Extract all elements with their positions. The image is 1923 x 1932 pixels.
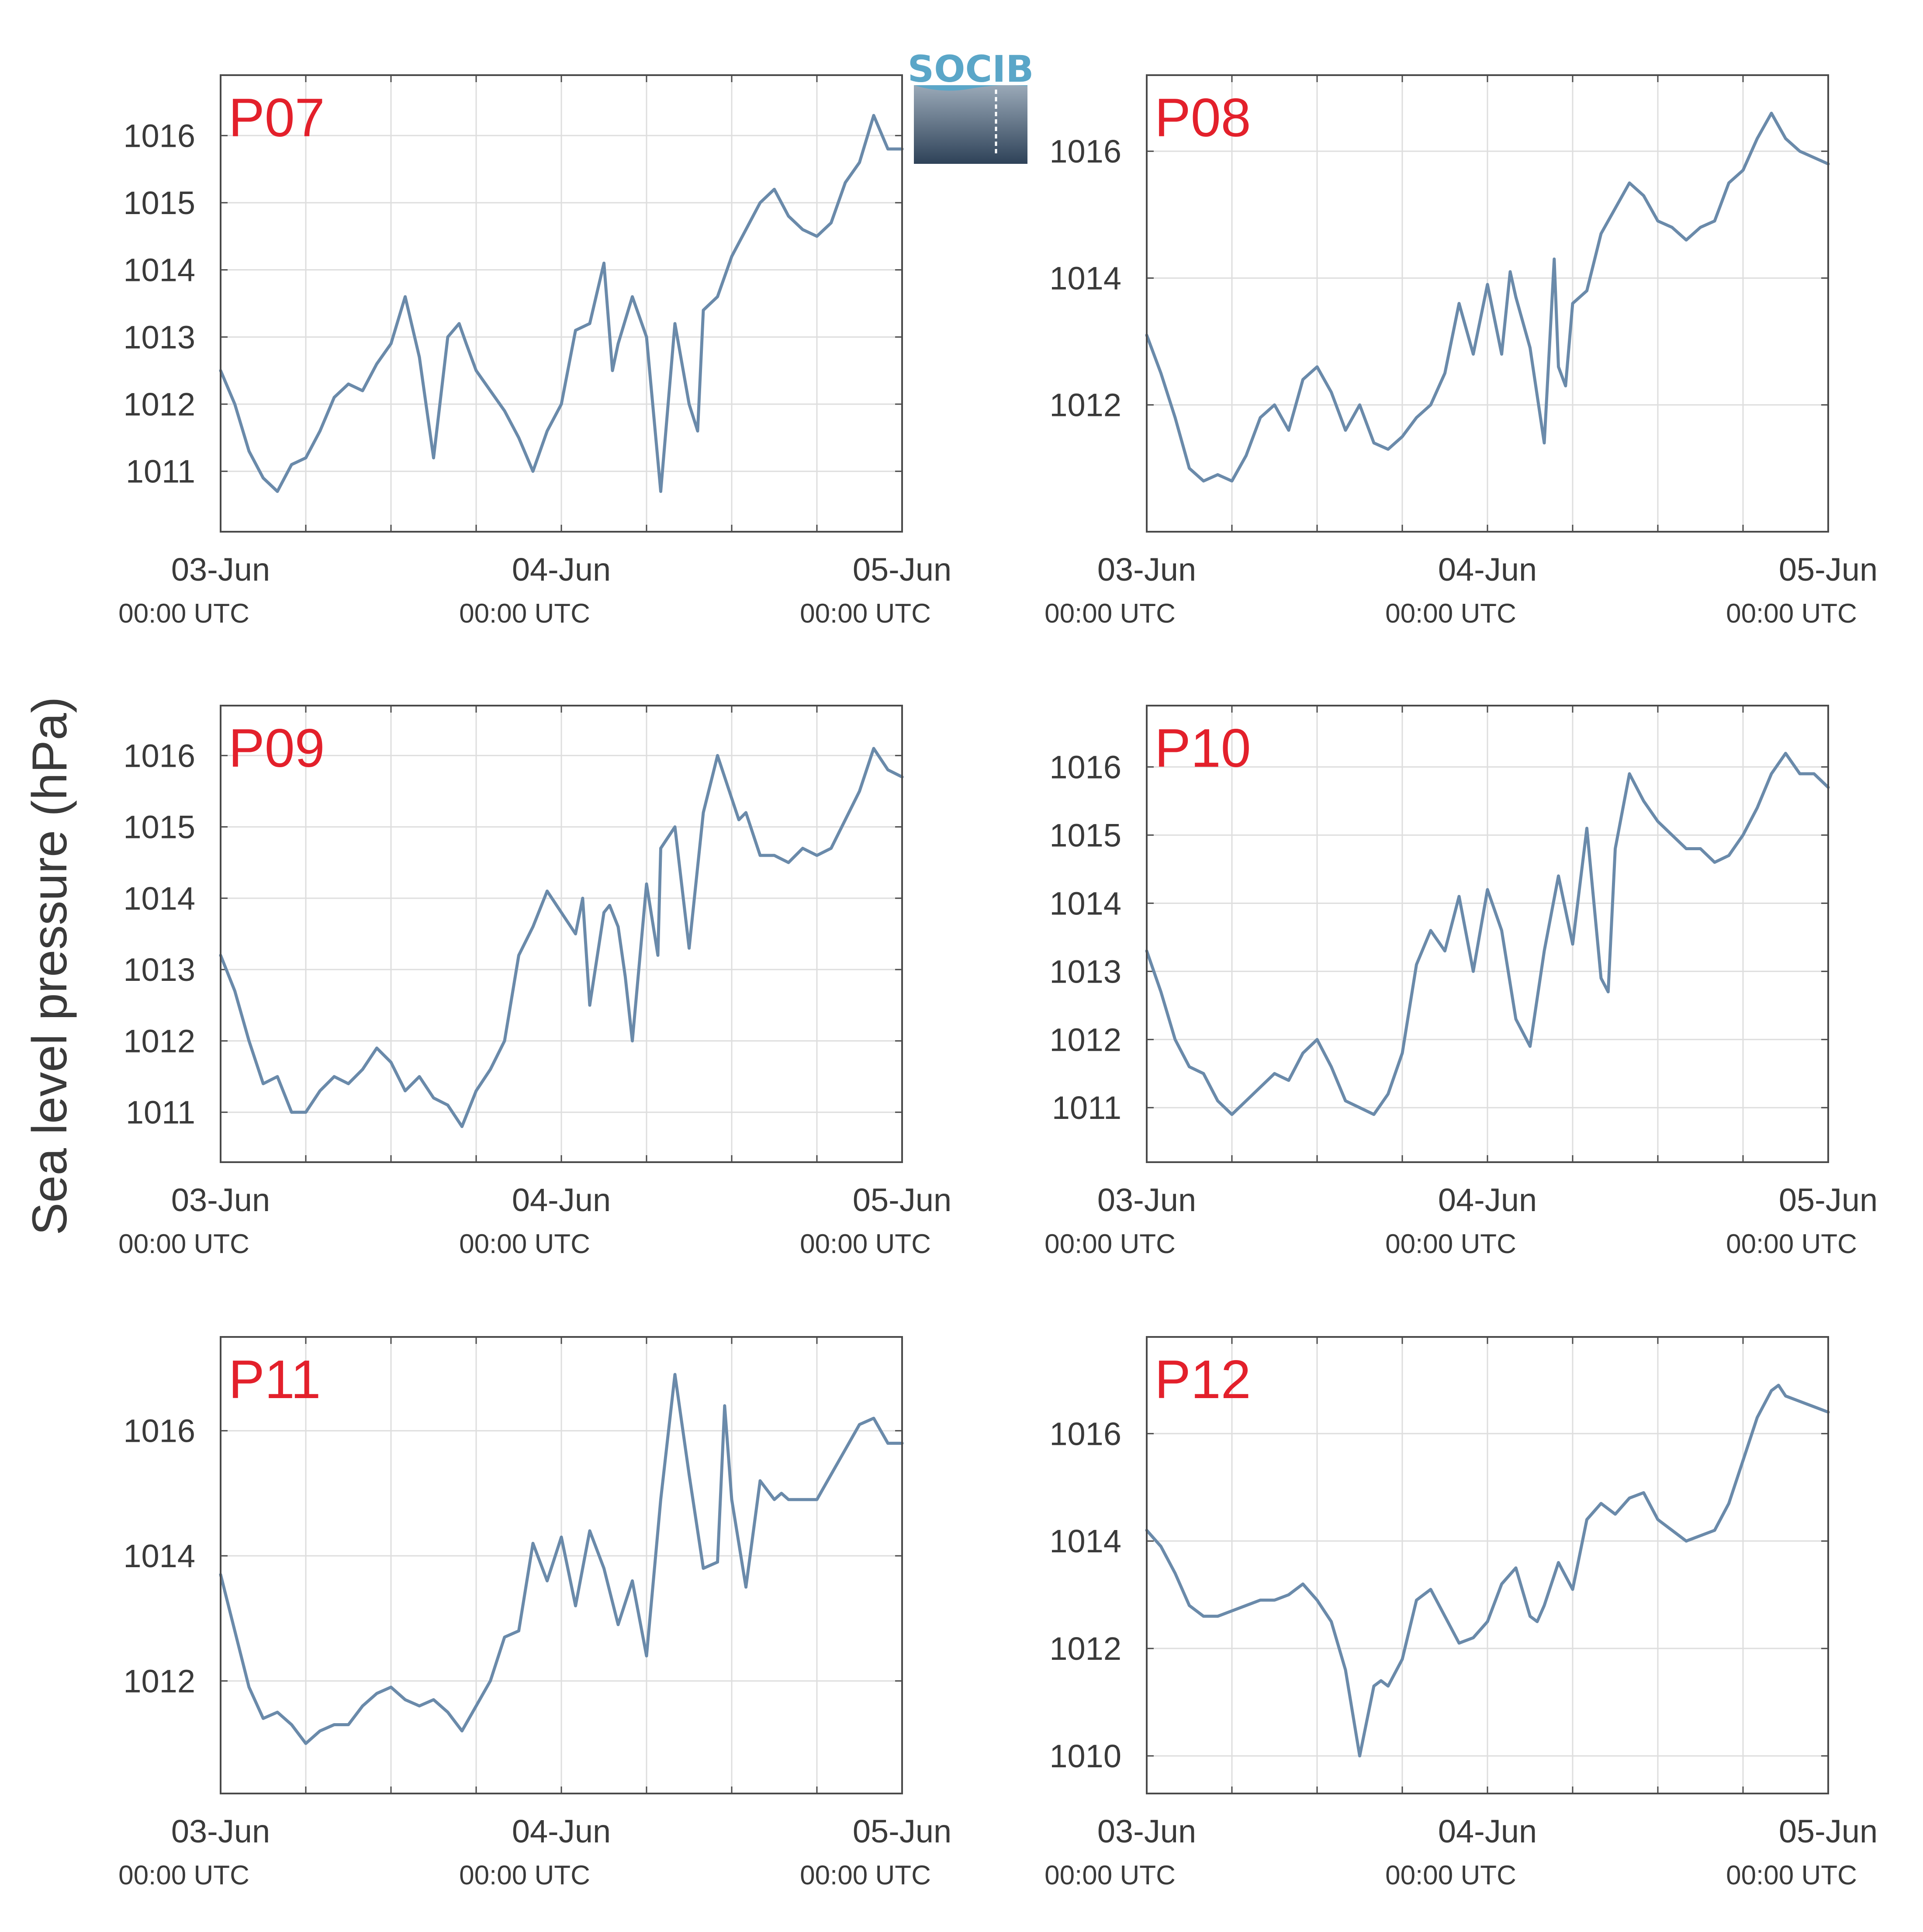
x-tick-label-date: 05-Jun xyxy=(1779,551,1878,588)
y-tick-label: 1011 xyxy=(1052,1090,1121,1126)
y-tick-label: 1014 xyxy=(123,1538,195,1574)
y-tick-label: 1015 xyxy=(123,809,195,845)
y-tick-label: 1012 xyxy=(123,1663,195,1699)
y-tick-label: 1014 xyxy=(1049,260,1121,296)
y-tick-label: 1016 xyxy=(123,737,195,774)
x-tick-label-date: 04-Jun xyxy=(512,1813,611,1849)
axes-frame xyxy=(1146,705,1829,1163)
x-tick-label-time: 00:00 UTC xyxy=(1385,1860,1516,1890)
x-tick-label-date: 04-Jun xyxy=(1438,1182,1537,1218)
axes-frame xyxy=(220,74,903,533)
y-tick-label: 1016 xyxy=(1049,749,1121,785)
x-tick-label-time: 00:00 UTC xyxy=(1726,1229,1857,1259)
socib-logo-text: SOCIB xyxy=(908,48,1034,90)
socib-logo-block xyxy=(914,85,1027,164)
socib-logo-wave xyxy=(914,85,1027,91)
y-tick-label: 1012 xyxy=(1049,1631,1121,1667)
panel-label: P08 xyxy=(1155,88,1251,148)
y-tick-label: 1012 xyxy=(1049,1021,1121,1058)
y-tick-label: 1014 xyxy=(1049,885,1121,921)
x-tick-label-date: 05-Jun xyxy=(1779,1182,1878,1218)
y-axis-label: Sea level pressure (hPa) xyxy=(22,697,77,1236)
y-tick-label: 1016 xyxy=(123,118,195,154)
panel-label: P10 xyxy=(1155,718,1251,779)
axes-frame xyxy=(220,705,903,1163)
pressure-series-line xyxy=(1145,1384,1830,1758)
pressure-series-line xyxy=(1145,111,1830,483)
panel-p11: 1012 1014 1016 03-Jun 00:00 UTC 04-Jun 00:00 U… xyxy=(118,1336,951,1890)
panel-label: P09 xyxy=(228,718,325,779)
pressure-series-line xyxy=(219,114,904,493)
axes-frame xyxy=(1146,1336,1829,1794)
x-tick-label-date: 05-Jun xyxy=(853,1182,951,1218)
y-tick-label: 1016 xyxy=(123,1413,195,1449)
panel-p09: 1011 1012 1013 1014 1015 1016 03-Jun 00:00 UTC 0… xyxy=(118,705,951,1259)
x-tick-label-time: 00:00 UTC xyxy=(1045,1860,1176,1890)
x-tick-label-time: 00:00 UTC xyxy=(1726,599,1857,629)
x-tick-label-date: 04-Jun xyxy=(1438,1813,1537,1849)
y-tick-label: 1010 xyxy=(1049,1738,1121,1774)
x-tick-label-time: 00:00 UTC xyxy=(118,599,249,629)
pressure-series-line xyxy=(219,1373,904,1745)
x-tick-label-date: 05-Jun xyxy=(853,551,951,588)
pressure-series-line xyxy=(1145,751,1830,1116)
panel-p12: 1010 1012 1014 1016 03-Jun 00:00 UTC 04-Jun 00:… xyxy=(1045,1336,1878,1890)
y-tick-label: 1014 xyxy=(1049,1523,1121,1559)
x-tick-label-time: 00:00 UTC xyxy=(800,1860,931,1890)
y-tick-label: 1013 xyxy=(1049,953,1121,990)
y-tick-label: 1016 xyxy=(1049,1416,1121,1452)
pressure-series-line xyxy=(219,747,904,1128)
y-tick-label: 1016 xyxy=(1049,133,1121,170)
x-tick-label-time: 00:00 UTC xyxy=(1045,599,1176,629)
x-tick-label-date: 04-Jun xyxy=(1438,551,1537,588)
x-tick-label-date: 04-Jun xyxy=(512,1182,611,1218)
y-tick-label: 1013 xyxy=(123,952,195,988)
x-tick-label-date: 03-Jun xyxy=(1097,551,1196,588)
panel-p07: 1011 1012 1013 1014 1015 1016 03-Jun 00:00 UTC 0… xyxy=(118,74,951,629)
y-tick-label: 1014 xyxy=(123,880,195,917)
x-tick-label-date: 03-Jun xyxy=(1097,1813,1196,1849)
panel-label: P11 xyxy=(228,1350,321,1410)
y-tick-label: 1011 xyxy=(126,1094,195,1131)
panel-label: P07 xyxy=(228,88,325,148)
x-tick-label-time: 00:00 UTC xyxy=(800,1229,931,1259)
x-tick-label-time: 00:00 UTC xyxy=(459,1229,590,1259)
y-tick-label: 1012 xyxy=(123,386,195,422)
x-tick-label-time: 00:00 UTC xyxy=(1385,1229,1516,1259)
y-tick-label: 1011 xyxy=(126,454,195,490)
socib-logo: SOCIB xyxy=(908,48,1034,164)
x-tick-label-time: 00:00 UTC xyxy=(1045,1229,1176,1259)
x-tick-label-time: 00:00 UTC xyxy=(800,599,931,629)
x-tick-label-date: 03-Jun xyxy=(171,1813,270,1849)
x-tick-label-time: 00:00 UTC xyxy=(118,1860,249,1890)
y-tick-label: 1012 xyxy=(123,1023,195,1059)
axes-frame xyxy=(220,1336,903,1794)
x-tick-label-date: 03-Jun xyxy=(171,1182,270,1218)
x-tick-label-time: 00:00 UTC xyxy=(459,1860,590,1890)
x-tick-label-time: 00:00 UTC xyxy=(118,1229,249,1259)
y-tick-label: 1014 xyxy=(123,252,195,288)
panel-label: P12 xyxy=(1155,1350,1251,1410)
y-tick-label: 1015 xyxy=(123,185,195,221)
x-tick-label-date: 04-Jun xyxy=(512,551,611,588)
panel-p08: 1012 1014 1016 03-Jun 00:00 UTC 04-Jun 00:00 U… xyxy=(1045,74,1878,629)
y-tick-label: 1013 xyxy=(123,319,195,355)
panel-p10: 1011 1012 1013 1014 1015 1016 03-Jun 00:00 UTC 0… xyxy=(1045,705,1878,1259)
x-tick-label-time: 00:00 UTC xyxy=(459,599,590,629)
x-tick-label-date: 05-Jun xyxy=(853,1813,951,1849)
y-tick-label: 1015 xyxy=(1049,817,1121,853)
x-tick-label-time: 00:00 UTC xyxy=(1385,599,1516,629)
x-tick-label-time: 00:00 UTC xyxy=(1726,1860,1857,1890)
x-tick-label-date: 03-Jun xyxy=(171,551,270,588)
x-tick-label-date: 03-Jun xyxy=(1097,1182,1196,1218)
axes-frame xyxy=(1146,74,1829,533)
x-tick-label-date: 05-Jun xyxy=(1779,1813,1878,1849)
y-tick-label: 1012 xyxy=(1049,387,1121,423)
